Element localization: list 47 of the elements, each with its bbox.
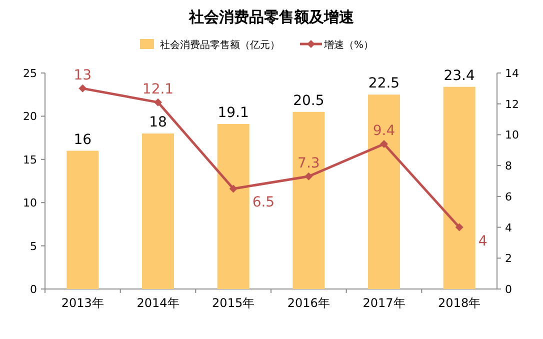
data-label: 23.4 [444, 68, 476, 84]
data-label: 9.4 [372, 122, 396, 139]
data-label: 13 [74, 67, 92, 84]
point [380, 140, 388, 148]
bar [142, 133, 174, 289]
y2-tick-label: 8 [505, 160, 512, 173]
x-tick-label: 2013年 [61, 296, 104, 310]
data-label: 12.1 [142, 81, 174, 98]
chart-title: 社会消费品零售额及增速 [188, 8, 355, 26]
y2-tick-label: 14 [505, 67, 519, 80]
y2-tick-label: 10 [505, 128, 519, 142]
y2-tick-label: 6 [505, 190, 512, 204]
data-label: 22.5 [368, 76, 400, 92]
point [229, 184, 238, 193]
x-tick-label: 2014年 [136, 296, 180, 310]
x-tick-label: 2016年 [287, 296, 330, 310]
x-tick-label: 2015年 [212, 296, 255, 310]
y2-tick-label: 0 [505, 283, 512, 296]
y-tick-label: 25 [23, 67, 37, 80]
y-tick-label: 5 [30, 240, 37, 253]
x-tick-label: 2018年 [438, 296, 481, 310]
y-tick-label: 10 [23, 196, 37, 210]
data-label: 20.5 [293, 92, 324, 109]
bar [368, 94, 400, 289]
legend-label: 增速（%） [323, 39, 374, 51]
data-label: 6.5 [252, 194, 275, 211]
point [455, 223, 464, 232]
data-label: 18 [149, 114, 167, 130]
point [154, 98, 162, 106]
data-label: 16 [74, 132, 92, 148]
legend-label: 社会消费品零售额（亿元） [160, 39, 280, 51]
bar [217, 124, 250, 289]
point [78, 84, 87, 92]
data-label: 4 [478, 233, 488, 250]
y2-tick-label: 4 [505, 221, 512, 234]
y-tick-label: 20 [23, 110, 37, 124]
bar [443, 86, 476, 289]
data-label: 19.1 [218, 104, 249, 121]
y2-tick-label: 2 [505, 252, 512, 266]
data-label: 7.3 [298, 155, 320, 172]
bar [66, 150, 99, 289]
y-tick-label: 0 [30, 283, 37, 296]
bar [292, 112, 325, 289]
x-tick-label: 2017年 [362, 296, 406, 310]
y2-tick-label: 12 [505, 98, 519, 111]
point [304, 172, 313, 180]
y-tick-label: 15 [23, 153, 37, 166]
